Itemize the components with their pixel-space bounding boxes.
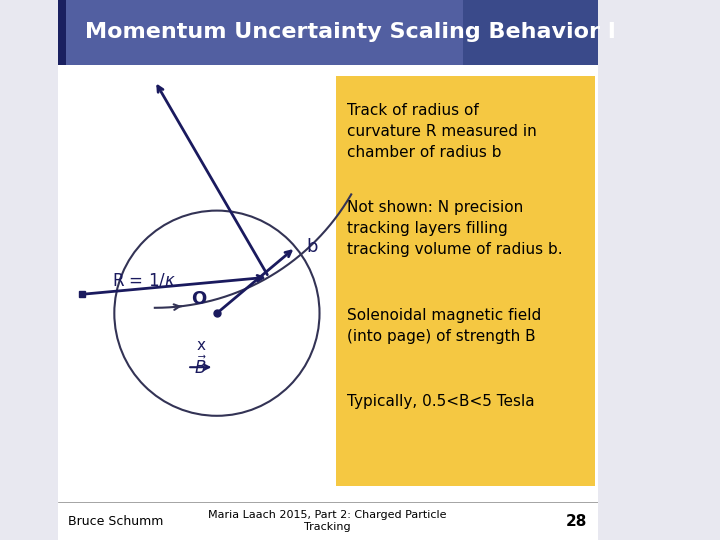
Text: Typically, 0.5<B<5 Tesla: Typically, 0.5<B<5 Tesla	[346, 394, 534, 409]
FancyBboxPatch shape	[58, 0, 463, 65]
FancyBboxPatch shape	[58, 502, 598, 540]
Text: 28: 28	[565, 514, 587, 529]
FancyBboxPatch shape	[58, 65, 598, 502]
Text: x: x	[197, 338, 205, 353]
Text: Solenoidal magnetic field
(into page) of strength B: Solenoidal magnetic field (into page) of…	[346, 308, 541, 344]
Text: R = 1/$\kappa$: R = 1/$\kappa$	[112, 272, 176, 290]
Text: Track of radius of
curvature R measured in
chamber of radius b: Track of radius of curvature R measured …	[346, 103, 536, 160]
Text: Momentum Uncertainty Scaling Behavior I: Momentum Uncertainty Scaling Behavior I	[85, 22, 616, 43]
Text: Maria Laach 2015, Part 2: Charged Particle
Tracking: Maria Laach 2015, Part 2: Charged Partic…	[208, 510, 447, 532]
Text: Bruce Schumm: Bruce Schumm	[68, 515, 163, 528]
Text: Not shown: N precision
tracking layers filling
tracking volume of radius b.: Not shown: N precision tracking layers f…	[346, 200, 562, 257]
Text: O: O	[191, 290, 206, 308]
Text: $\vec{B}$: $\vec{B}$	[194, 356, 207, 379]
FancyBboxPatch shape	[58, 0, 598, 65]
Text: b: b	[306, 238, 318, 256]
FancyBboxPatch shape	[58, 0, 66, 65]
FancyBboxPatch shape	[336, 76, 595, 486]
